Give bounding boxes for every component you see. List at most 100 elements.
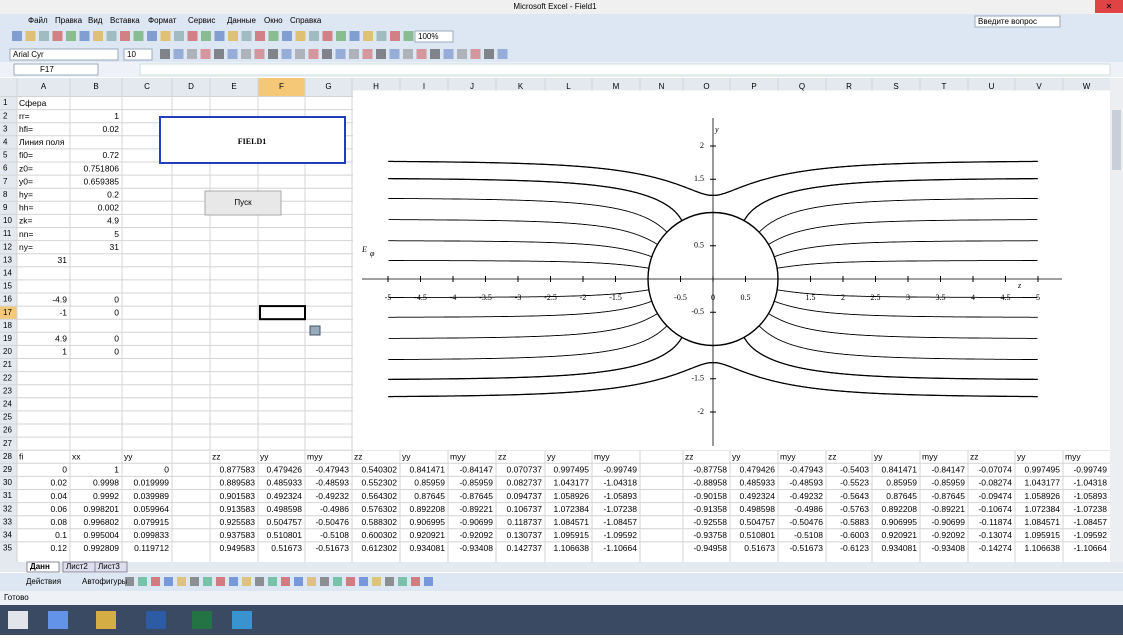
toolbar-icon[interactable] [133,31,144,41]
cell[interactable]: -0.89221 [459,504,493,514]
toolbar-icon[interactable] [160,31,171,41]
cell[interactable]: -0.51673 [789,543,823,553]
format-icon[interactable] [268,49,278,59]
cell[interactable]: 0.612302 [362,543,398,553]
toolbar-icon[interactable] [66,31,76,41]
cell[interactable]: 0.920921 [410,530,446,540]
cell[interactable]: 0.479426 [267,465,303,475]
cell[interactable]: 0.576302 [362,504,398,514]
format-icon[interactable] [457,49,467,59]
toolbar-icon[interactable] [255,31,265,41]
cell[interactable]: 0.479426 [740,465,776,475]
cell[interactable]: yy [1017,452,1026,462]
toolbar-icon[interactable] [390,31,400,41]
cell[interactable]: 0.85959 [414,478,445,488]
cell[interactable]: -0.4986 [320,504,349,514]
cell[interactable]: y0= [19,176,33,186]
format-icon[interactable] [322,49,332,59]
cell[interactable]: 0.510801 [740,530,776,540]
cell[interactable]: 0.498598 [740,504,776,514]
cell[interactable]: -0.6003 [840,530,869,540]
cell[interactable]: 1 [114,111,119,121]
cell[interactable]: -0.08274 [978,478,1012,488]
cell[interactable]: zz [685,452,694,462]
taskbar-icon[interactable] [192,611,212,629]
drawing-icon[interactable] [411,577,420,586]
cell[interactable]: -0.07074 [978,465,1012,475]
cell[interactable]: 0.751806 [84,163,120,173]
cell[interactable]: zz [212,452,221,462]
format-icon[interactable] [389,49,400,59]
cell[interactable]: 0.9998 [93,478,119,488]
cell[interactable]: 0.564302 [362,491,398,501]
sheet-tab[interactable] [26,561,60,573]
drawing-icon[interactable] [242,577,251,586]
cell[interactable]: 0 [114,334,119,344]
cell[interactable]: 0.934081 [882,543,918,553]
cell[interactable]: -0.5763 [840,504,869,514]
cell[interactable]: -1.07238 [1073,504,1107,514]
cell[interactable]: 0.082737 [507,478,543,488]
cell[interactable]: 0.504757 [740,517,776,527]
cell[interactable]: 0.1 [55,530,67,540]
cell[interactable]: 0.106737 [507,504,543,514]
toolbar-icon[interactable] [39,31,49,41]
drawing-icon[interactable] [424,577,433,586]
cell[interactable]: -0.84147 [459,465,493,475]
cell[interactable]: 0.588302 [362,517,398,527]
cell[interactable]: 0.002 [98,203,120,213]
cell[interactable]: myy [450,452,466,462]
cell[interactable]: 0.04 [50,491,67,501]
cell[interactable]: 0.2 [107,190,119,200]
format-icon[interactable] [335,49,346,59]
cell[interactable]: 0.039989 [134,491,170,501]
format-icon[interactable] [227,49,238,59]
cell[interactable]: 0.094737 [507,491,543,501]
cell[interactable]: 0.070737 [507,465,543,475]
cell[interactable]: yy [124,452,133,462]
cell[interactable]: zz [828,452,837,462]
toolbar-icon[interactable] [147,31,157,41]
cell[interactable]: 1.095915 [1025,530,1061,540]
format-icon[interactable] [214,49,224,59]
toolbar-icon[interactable] [12,31,22,41]
cell[interactable]: -0.47943 [315,465,349,475]
format-icon[interactable] [281,49,292,59]
taskbar-icon[interactable] [232,611,252,629]
cell[interactable]: 0.87645 [414,491,445,501]
cell[interactable]: -0.90699 [459,517,493,527]
cell[interactable]: -0.5523 [840,478,869,488]
cell[interactable]: xx [72,452,81,462]
cell[interactable]: 0.901583 [220,491,256,501]
cell[interactable]: 0.552302 [362,478,398,488]
cell[interactable]: yy [732,452,741,462]
cell[interactable]: 0.059964 [134,504,170,514]
cell[interactable]: 0.51673 [271,543,302,553]
cell[interactable]: 0.02 [50,478,67,488]
taskbar-icon[interactable] [8,611,28,629]
drawing-icon[interactable] [255,577,264,586]
cell[interactable]: -1.07238 [603,504,637,514]
cell[interactable]: 0.079915 [134,517,170,527]
cell[interactable]: 0.498598 [267,504,303,514]
cell[interactable]: -1.10664 [603,543,637,553]
v-thumb[interactable] [1112,110,1121,170]
cell[interactable]: yy [874,452,883,462]
cell[interactable]: -0.5883 [840,517,869,527]
close-button[interactable] [1095,0,1123,13]
cell[interactable]: myy [780,452,796,462]
format-icon[interactable] [200,49,211,59]
toolbar-icon[interactable] [349,31,360,41]
cell[interactable]: -0.92092 [459,530,493,540]
taskbar-icon[interactable] [96,611,116,629]
format-icon[interactable] [497,49,508,59]
drawing-icon[interactable] [138,577,147,586]
cell[interactable]: -0.87645 [931,491,965,501]
cell[interactable]: hfi= [19,124,33,134]
cell[interactable]: 0 [62,465,67,475]
toolbar-icon[interactable] [214,31,225,41]
cell[interactable]: -0.92558 [693,517,727,527]
cell[interactable]: 1.106638 [554,543,590,553]
drawing-icon[interactable] [320,577,329,586]
cell[interactable]: -0.5643 [840,491,869,501]
